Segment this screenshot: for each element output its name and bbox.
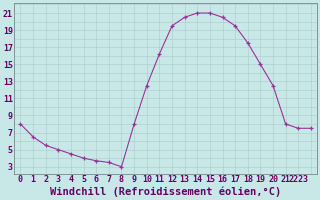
X-axis label: Windchill (Refroidissement éolien,°C): Windchill (Refroidissement éolien,°C) — [50, 187, 281, 197]
